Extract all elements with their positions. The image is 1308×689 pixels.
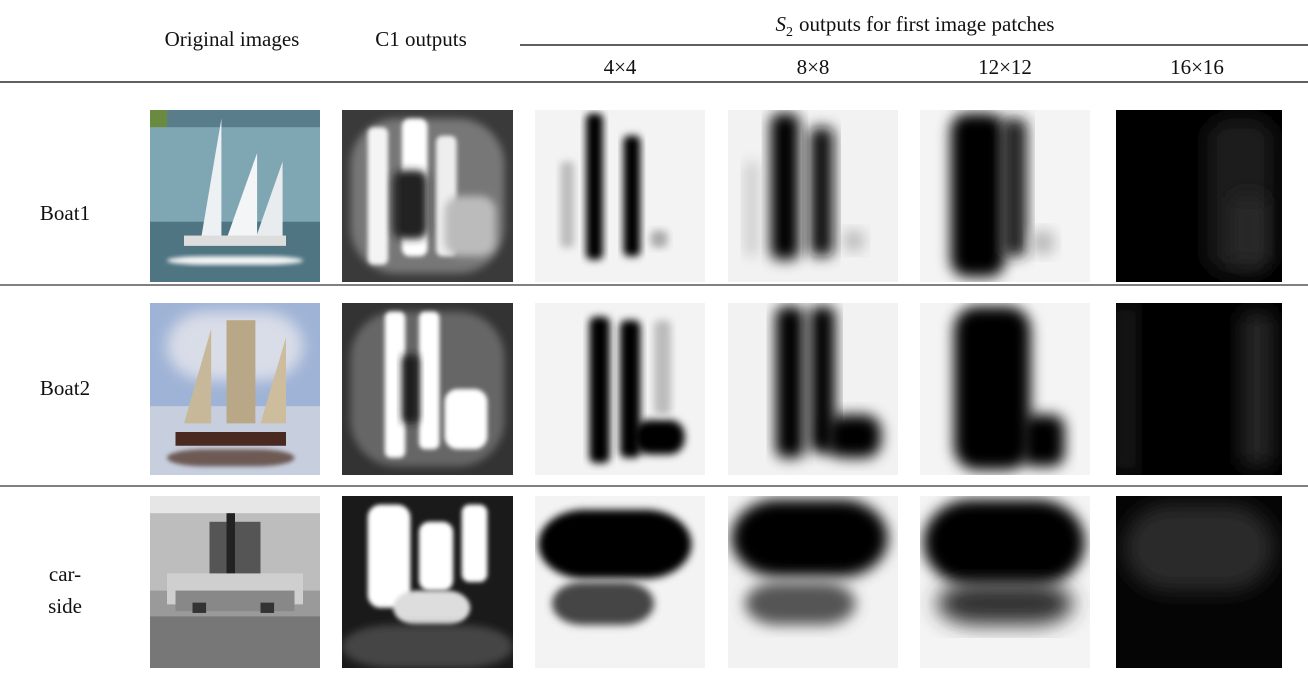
s2-output xyxy=(535,110,705,282)
row-label: Boat2 xyxy=(40,376,90,400)
patch-size-header: 12×12 xyxy=(978,55,1032,79)
image-region xyxy=(368,505,411,608)
image-region xyxy=(368,127,389,265)
column-header: Original images xyxy=(165,27,300,51)
image-region xyxy=(393,591,470,625)
image-region xyxy=(342,625,513,668)
s2-output xyxy=(728,110,898,282)
image-region xyxy=(462,505,488,582)
image-region xyxy=(923,499,1085,585)
image-region xyxy=(1022,415,1065,467)
s2-output xyxy=(1116,303,1282,475)
page: Original images C1 outputs S2 outputs for… xyxy=(0,0,1308,689)
image-region xyxy=(167,449,295,466)
image-region xyxy=(1241,312,1274,467)
s2-output xyxy=(728,303,898,475)
row-label: Boat1 xyxy=(40,201,90,225)
image-region xyxy=(954,306,1031,469)
image-region xyxy=(634,420,685,454)
image-region xyxy=(150,616,320,668)
image-region xyxy=(193,603,207,613)
image-region xyxy=(176,432,287,446)
s2-output xyxy=(1116,496,1282,668)
c1-output xyxy=(342,303,513,475)
figure-table: Original images C1 outputs S2 outputs for… xyxy=(0,0,1308,684)
image-region xyxy=(227,320,256,423)
image-region xyxy=(827,415,881,458)
patch-size-header: 8×8 xyxy=(797,55,830,79)
s2-output xyxy=(728,496,898,668)
image-region xyxy=(1002,119,1028,257)
image-region xyxy=(771,113,800,259)
image-region xyxy=(1124,505,1273,591)
image-region xyxy=(654,320,671,415)
s2-output xyxy=(920,303,1090,475)
image-region xyxy=(402,355,419,424)
row-label: car- xyxy=(49,562,81,586)
image-region xyxy=(419,312,440,450)
image-region xyxy=(538,510,691,579)
s2-subscript: 2 xyxy=(786,25,793,40)
image-region xyxy=(586,113,603,259)
column-header: C1 outputs xyxy=(375,27,467,51)
image-region xyxy=(561,162,575,248)
image-region xyxy=(167,256,303,265)
image-region xyxy=(937,582,1073,625)
s2-output xyxy=(1116,110,1282,282)
patch-size-header: 16×16 xyxy=(1170,55,1224,79)
image-region xyxy=(731,499,887,576)
image-region xyxy=(745,582,856,625)
image-region xyxy=(1031,230,1055,254)
image-region xyxy=(445,389,488,449)
image-region xyxy=(184,236,286,246)
image-region xyxy=(1232,196,1265,265)
row-label: side xyxy=(48,594,82,618)
image-region xyxy=(623,136,640,256)
image-region xyxy=(393,170,427,239)
image-region xyxy=(589,317,609,463)
s2-text: outputs for first image patches xyxy=(799,12,1054,36)
image-region xyxy=(844,230,864,251)
c1-output xyxy=(342,496,513,668)
s2-output xyxy=(535,496,705,668)
image-region xyxy=(1116,303,1136,475)
image-region xyxy=(651,230,668,247)
original-image xyxy=(150,496,320,668)
s2-output xyxy=(535,303,705,475)
image-region xyxy=(951,113,1005,276)
image-region xyxy=(776,306,805,457)
s2-output xyxy=(920,496,1090,668)
image-region xyxy=(261,603,275,613)
original-image xyxy=(150,303,320,475)
image-region xyxy=(150,127,320,222)
s2-output xyxy=(920,110,1090,282)
group-header: S2 outputs for first image patches xyxy=(776,12,1055,40)
patch-size-header: 4×4 xyxy=(604,55,637,79)
image-region xyxy=(552,582,654,625)
original-image xyxy=(150,110,320,282)
image-region xyxy=(445,196,496,256)
c1-output xyxy=(342,110,513,282)
image-region xyxy=(419,522,453,591)
image-region xyxy=(810,127,834,256)
image-region xyxy=(745,162,759,257)
s2-symbol: S xyxy=(776,12,787,36)
